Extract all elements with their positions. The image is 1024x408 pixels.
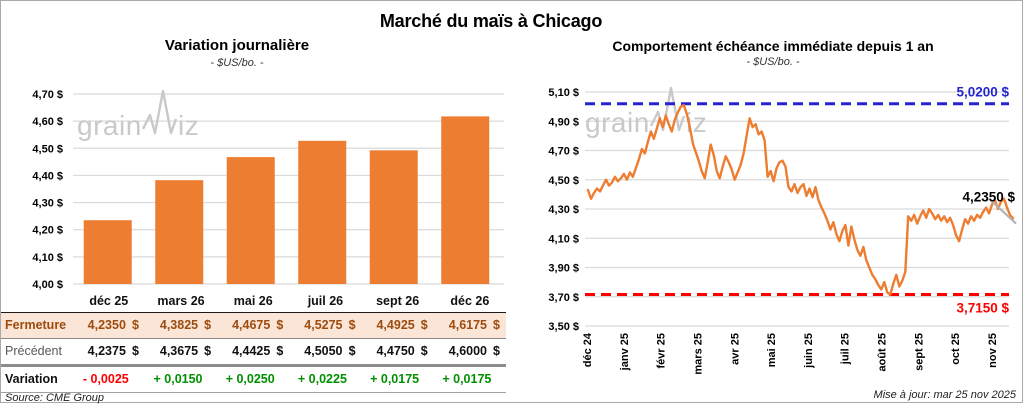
daily-variation-bar-chart: 4,70 $ 4,60 $ 4,50 $ 4,40 $ 4,30 $ 4,20 $ 4,10… xyxy=(32,89,504,290)
table-cell: + 0,0175 xyxy=(442,372,492,386)
table-cell: - 0,0025 xyxy=(82,372,129,386)
table-cell: + 0,0175 xyxy=(370,372,420,386)
bar-sept 26 xyxy=(369,150,418,284)
row-label: Variation xyxy=(5,372,58,386)
column-header: déc 26 xyxy=(433,290,506,313)
table-cell: + 0,0150 xyxy=(153,372,203,386)
table-corner-cell xyxy=(1,290,73,313)
table-cell: 4,6000 $ xyxy=(448,344,500,358)
table-cell: 4,4925 $ xyxy=(361,312,434,338)
x-axis-tick-label: juin 25 xyxy=(803,333,815,369)
table-cell: 4,4750 $ xyxy=(376,344,428,358)
table-row-close: Fermeture 4,2350 $4,3825 $4,4675 $4,5275 $4,4… xyxy=(1,312,506,338)
table-cell: 4,2350 $ xyxy=(72,312,145,338)
watermark-text: grain xyxy=(585,107,650,138)
last-point-label: 4,2350 $ xyxy=(962,190,1015,205)
high-reference-label: 5,0200 $ xyxy=(956,85,1009,100)
futures-quotes-table: déc 25 mars 26 mai 26 juil 26 sept 26 déc 26 F… xyxy=(1,290,506,393)
row-label: Précédent xyxy=(5,344,62,358)
y-axis-tick-label: 4,20 $ xyxy=(32,225,63,237)
x-axis-tick-label: mai 25 xyxy=(766,333,778,367)
bar-chart-subtitle: - $US/bo. - xyxy=(210,57,264,69)
column-header: sept 26 xyxy=(361,290,434,313)
y-axis-tick-label: 3,70 $ xyxy=(548,292,579,304)
bar-déc 25 xyxy=(83,220,132,284)
x-axis-tick-label: août 25 xyxy=(877,333,889,372)
line-chart-title: Comportement échéance immédiate depuis 1… xyxy=(612,38,934,54)
column-header: déc 25 xyxy=(72,290,145,313)
y-axis-tick-label: 4,30 $ xyxy=(32,198,63,210)
y-axis-tick-label: 3,90 $ xyxy=(548,263,579,275)
table-cell: + 0,0250 xyxy=(225,372,275,386)
line-chart-subtitle: - $US/bo. - xyxy=(746,56,800,68)
row-label: Fermeture xyxy=(5,318,67,332)
table-cell: 4,4425 $ xyxy=(232,344,284,358)
column-header: juil 26 xyxy=(289,290,362,313)
updated-note: Mise à jour: mar 25 nov 2025 xyxy=(873,389,1016,401)
x-axis-tick-label: nov 25 xyxy=(987,333,999,368)
page-title: Marché du maïs à Chicago xyxy=(379,11,603,31)
y-axis-tick-label: 4,90 $ xyxy=(548,116,579,128)
bar-mai 26 xyxy=(226,157,275,284)
table-cell: 4,2375 $ xyxy=(87,344,139,358)
bar-juil 26 xyxy=(298,140,347,284)
table-row-months: déc 25 mars 26 mai 26 juil 26 sept 26 déc 26 xyxy=(1,290,506,313)
front-month-line-chart: 5,10 $ 4,90 $ 4,70 $ 4,50 $ 4,30 $ 4,10 $ 3,90… xyxy=(548,85,1017,375)
table-cell: 4,3675 $ xyxy=(159,344,212,358)
x-axis-tick-label: oct 25 xyxy=(950,333,962,365)
y-axis-tick-label: 4,50 $ xyxy=(548,175,579,187)
y-axis-tick-label: 4,10 $ xyxy=(32,252,63,264)
bar-mars 26 xyxy=(155,180,204,284)
y-axis-tick-label: 4,10 $ xyxy=(548,233,579,245)
table-cell: 4,5050 $ xyxy=(304,344,356,358)
x-axis-tick-label: sept 25 xyxy=(913,333,925,371)
x-axis-tick-label: avr 25 xyxy=(729,333,741,365)
y-axis-tick-label: 4,50 $ xyxy=(32,143,63,155)
grainwiz-watermark: grain iz xyxy=(585,86,707,138)
table-cell: 4,3825 $ xyxy=(144,312,218,338)
x-axis-tick-label: juil 25 xyxy=(840,333,852,365)
last-point-pointer xyxy=(988,197,1017,225)
table-cell: 4,5275 $ xyxy=(289,312,362,338)
y-axis-tick-label: 4,30 $ xyxy=(548,204,579,216)
y-axis-tick-label: 3,50 $ xyxy=(548,321,579,333)
grainwiz-watermark: grain iz xyxy=(77,89,199,141)
x-axis-tick-label: janv 25 xyxy=(619,333,631,371)
x-axis-tick-label: févr 25 xyxy=(656,333,668,368)
column-header: mai 26 xyxy=(217,290,290,313)
y-axis-tick-label: 4,40 $ xyxy=(32,170,63,182)
y-axis-tick-label: 4,00 $ xyxy=(32,279,63,290)
source-note: Source: CME Group xyxy=(5,392,105,404)
y-axis-tick-label: 4,60 $ xyxy=(32,116,63,128)
table-cell: + 0,0225 xyxy=(297,372,347,386)
watermark-text: grain xyxy=(77,110,142,141)
y-axis-tick-label: 4,70 $ xyxy=(32,89,63,101)
y-axis-tick-label: 5,10 $ xyxy=(548,87,579,99)
column-header: mars 26 xyxy=(144,290,218,313)
table-cell: 4,4675 $ xyxy=(217,312,290,338)
price-line-series xyxy=(586,104,1015,296)
x-axis-tick-label: déc 24 xyxy=(582,332,594,367)
table-cell: 4,6175 $ xyxy=(433,312,506,338)
bar-chart-title: Variation journalière xyxy=(164,37,310,54)
table-row-var: Variation - 0,0025 + 0,0150 + 0,0250 + 0,022… xyxy=(1,365,506,392)
watermark-text: iz xyxy=(178,110,199,141)
table-row-prev: Précédent 4,2375 $ 4,3675 $ 4,4425 $ 4,5050 $ 4,4… xyxy=(1,338,506,365)
y-axis-tick-label: 4,70 $ xyxy=(548,146,579,158)
low-reference-label: 3,7150 $ xyxy=(956,301,1009,316)
bar-déc 26 xyxy=(441,116,490,284)
x-axis-tick-label: mars 25 xyxy=(692,333,704,375)
